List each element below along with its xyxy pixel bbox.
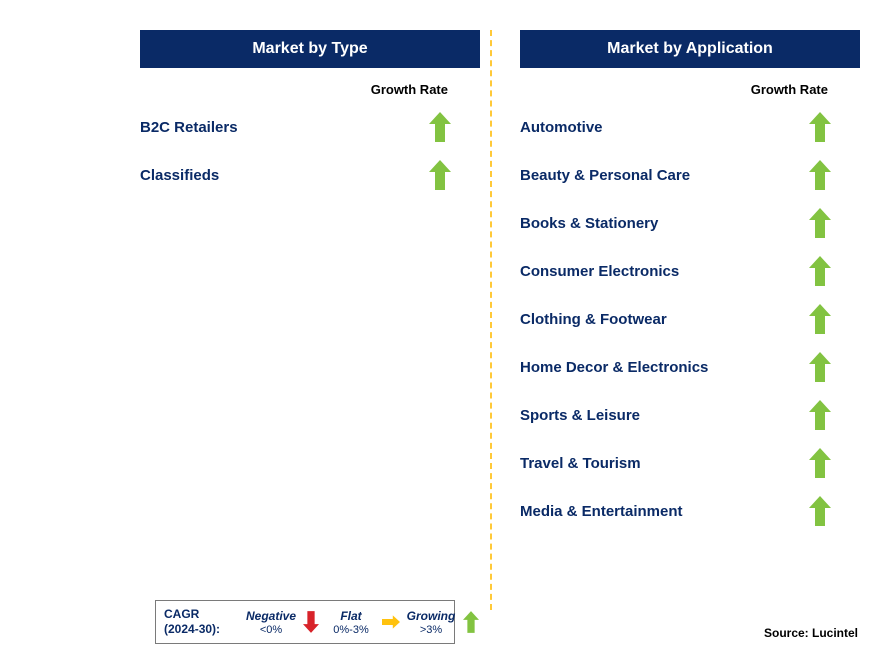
- legend-cat-range: <0%: [260, 624, 282, 636]
- legend-category: Flat0%-3%: [320, 609, 382, 636]
- legend-title-line2: (2024-30):: [164, 622, 220, 636]
- item-label: Sports & Leisure: [520, 407, 640, 424]
- left-column: Market by Type Growth Rate B2C Retailers…: [140, 30, 480, 535]
- legend-category: Growing>3%: [400, 609, 462, 636]
- list-item: Beauty & Personal Care: [520, 151, 860, 199]
- list-item: Clothing & Footwear: [520, 295, 860, 343]
- list-item: Automotive: [520, 103, 860, 151]
- arrow-up-icon: [780, 112, 860, 142]
- item-label: B2C Retailers: [140, 119, 238, 136]
- legend-cat-name: Flat: [340, 609, 361, 623]
- list-item: Consumer Electronics: [520, 247, 860, 295]
- arrow-up-icon: [462, 610, 480, 634]
- left-rate-label: Growth Rate: [140, 68, 480, 103]
- item-label: Beauty & Personal Care: [520, 167, 690, 184]
- arrow-up-icon: [780, 160, 860, 190]
- source-text: Source: Lucintel: [764, 626, 858, 640]
- legend-category: Negative<0%: [240, 609, 302, 636]
- arrow-up-icon: [780, 208, 860, 238]
- item-label: Travel & Tourism: [520, 455, 641, 472]
- legend-cat-range: >3%: [420, 624, 442, 636]
- arrow-up-icon: [780, 496, 860, 526]
- list-item: Media & Entertainment: [520, 487, 860, 535]
- arrow-up-icon: [400, 112, 480, 142]
- arrow-up-icon: [780, 448, 860, 478]
- legend-cat-range: 0%-3%: [333, 624, 368, 636]
- right-items: Automotive Beauty & Personal Care Books & …: [520, 103, 860, 535]
- list-item: B2C Retailers: [140, 103, 480, 151]
- legend-cat-name: Negative: [246, 609, 296, 623]
- arrow-up-icon: [780, 352, 860, 382]
- legend-title-line1: CAGR: [164, 607, 199, 621]
- left-items: B2C Retailers Classifieds: [140, 103, 480, 199]
- legend: CAGR (2024-30): Negative<0% Flat0%-3% Grow…: [155, 600, 455, 644]
- list-item: Home Decor & Electronics: [520, 343, 860, 391]
- legend-categories: Negative<0% Flat0%-3% Growing>3%: [240, 609, 480, 636]
- list-item: Books & Stationery: [520, 199, 860, 247]
- arrow-right-icon: [382, 614, 400, 630]
- legend-cat-name: Growing: [407, 609, 456, 623]
- right-rate-label: Growth Rate: [520, 68, 860, 103]
- columns-container: Market by Type Growth Rate B2C Retailers…: [140, 30, 860, 535]
- item-label: Home Decor & Electronics: [520, 359, 708, 376]
- item-label: Classifieds: [140, 167, 219, 184]
- arrow-up-icon: [780, 400, 860, 430]
- left-header: Market by Type: [140, 30, 480, 68]
- arrow-up-icon: [780, 304, 860, 334]
- item-label: Automotive: [520, 119, 603, 136]
- right-header: Market by Application: [520, 30, 860, 68]
- list-item: Sports & Leisure: [520, 391, 860, 439]
- column-divider: [490, 30, 492, 610]
- item-label: Consumer Electronics: [520, 263, 679, 280]
- right-column: Market by Application Growth Rate Automo…: [520, 30, 860, 535]
- list-item: Classifieds: [140, 151, 480, 199]
- arrow-up-icon: [780, 256, 860, 286]
- arrow-up-icon: [400, 160, 480, 190]
- item-label: Clothing & Footwear: [520, 311, 667, 328]
- item-label: Books & Stationery: [520, 215, 658, 232]
- item-label: Media & Entertainment: [520, 503, 683, 520]
- arrow-down-icon: [302, 610, 320, 634]
- list-item: Travel & Tourism: [520, 439, 860, 487]
- legend-title: CAGR (2024-30):: [164, 607, 236, 637]
